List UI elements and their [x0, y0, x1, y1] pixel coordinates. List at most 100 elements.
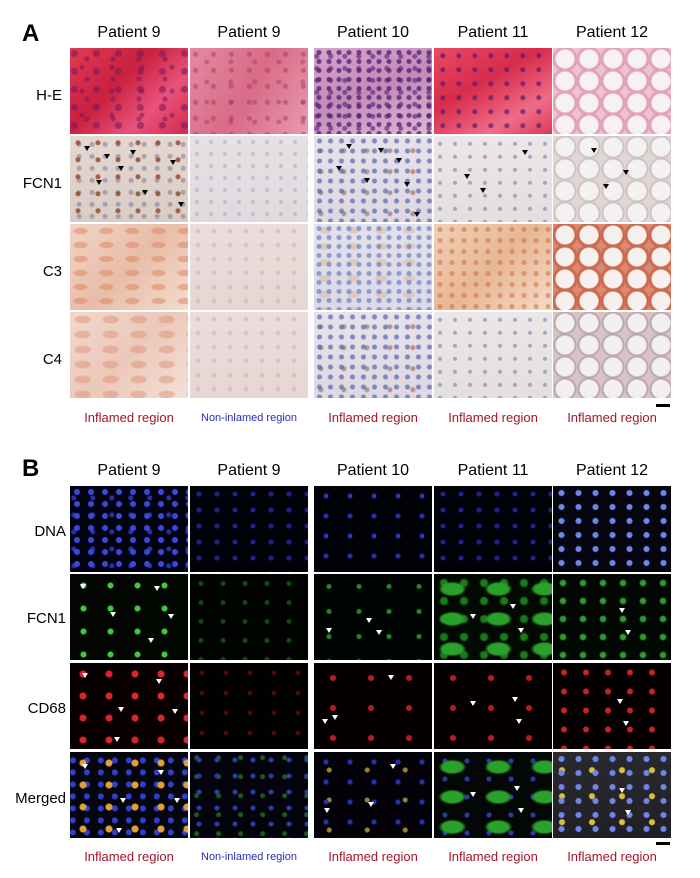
arrowhead-marker — [376, 630, 382, 635]
panel-b-letter: B — [22, 455, 40, 482]
panel-b-scale-bar — [656, 842, 670, 845]
micrograph-fcn1-patient9-inflamed — [70, 136, 188, 222]
fluorescence-cd68-patient9-noninflamed — [190, 663, 308, 749]
panel-b-col-5: Patient 12 — [575, 462, 649, 479]
fluorescence-cd68-patient11 — [434, 663, 552, 749]
panel-a-region-4: Inflamed region — [448, 410, 538, 425]
micrograph-he-patient9-noninflamed — [190, 48, 308, 134]
arrowhead-marker — [104, 154, 110, 159]
micrograph-fcn1-patient9-noninflamed — [190, 136, 308, 222]
micrograph-c3-patient11 — [434, 224, 552, 310]
micrograph-c3-patient9-inflamed — [70, 224, 188, 310]
arrowhead-marker — [110, 612, 116, 617]
arrowhead-marker — [326, 628, 332, 633]
arrowhead-marker — [396, 158, 402, 163]
micrograph-c4-patient9-noninflamed — [190, 312, 308, 398]
arrowhead-marker — [118, 707, 124, 712]
micrograph-he-patient12 — [553, 48, 671, 134]
panel-b-col-3: Patient 10 — [336, 462, 410, 479]
fluorescence-merged-patient12 — [553, 752, 671, 838]
arrowhead-marker — [130, 150, 136, 155]
panel-b-region-3: Inflamed region — [328, 849, 418, 864]
panel-a-col-2: Patient 9 — [217, 24, 281, 41]
arrowhead-marker — [625, 810, 631, 815]
fluorescence-fcn1-patient9-inflamed — [70, 574, 188, 660]
arrowhead-marker — [324, 808, 330, 813]
fluorescence-fcn1-patient10 — [314, 574, 432, 660]
panel-b-row-dna: DNA — [34, 523, 66, 540]
arrowhead-marker — [114, 737, 120, 742]
panel-b-row-merged: Merged — [15, 790, 66, 807]
arrowhead-marker — [623, 721, 629, 726]
fluorescence-merged-patient11 — [434, 752, 552, 838]
arrowhead-marker — [388, 675, 394, 680]
arrowhead-marker — [120, 798, 126, 803]
arrowhead-marker — [80, 584, 86, 589]
micrograph-c4-patient9-inflamed — [70, 312, 188, 398]
panel-a-region-5: Inflamed region — [567, 410, 657, 425]
micrograph-c3-patient9-noninflamed — [190, 224, 308, 310]
fluorescence-dna-patient10 — [314, 486, 432, 572]
arrowhead-marker — [378, 148, 384, 153]
panel-a-scale-bar — [656, 404, 670, 407]
panel-a-region-2: Non-inlamed region — [201, 412, 297, 424]
panel-a-region-3: Inflamed region — [328, 410, 418, 425]
arrowhead-marker — [512, 697, 518, 702]
fluorescence-merged-patient10 — [314, 752, 432, 838]
arrowhead-marker — [390, 764, 396, 769]
fluorescence-fcn1-patient12 — [553, 574, 671, 660]
arrowhead-marker — [364, 178, 370, 183]
arrowhead-marker — [174, 798, 180, 803]
arrowhead-marker — [168, 614, 174, 619]
panel-a-col-5: Patient 12 — [575, 24, 649, 41]
arrowhead-marker — [404, 182, 410, 187]
arrowhead-marker — [480, 188, 486, 193]
micrograph-he-patient10 — [314, 48, 432, 134]
arrowhead-marker — [518, 628, 524, 633]
fluorescence-dna-patient9-inflamed — [70, 486, 188, 572]
micrograph-c4-patient10 — [314, 312, 432, 398]
panel-a-row-he: H-E — [36, 87, 62, 104]
arrowhead-marker — [116, 828, 122, 833]
arrowhead-marker — [619, 788, 625, 793]
micrograph-fcn1-patient10 — [314, 136, 432, 222]
panel-a-row-fcn1: FCN1 — [22, 175, 62, 192]
arrowhead-marker — [617, 699, 623, 704]
arrowhead-marker — [178, 202, 184, 207]
arrowhead-marker — [148, 638, 154, 643]
panel-b-row-cd68: CD68 — [27, 700, 66, 717]
arrowhead-marker — [346, 144, 352, 149]
arrowhead-marker — [82, 673, 88, 678]
fluorescence-merged-patient9-inflamed — [70, 752, 188, 838]
panel-b-region-2: Non-inlamed region — [201, 851, 297, 863]
micrograph-c4-patient11 — [434, 312, 552, 398]
panel-b-region-4: Inflamed region — [448, 849, 538, 864]
fluorescence-cd68-patient10 — [314, 663, 432, 749]
panel-a-col-4: Patient 11 — [457, 24, 529, 41]
arrowhead-marker — [366, 618, 372, 623]
fluorescence-dna-patient11 — [434, 486, 552, 572]
arrowhead-marker — [158, 770, 164, 775]
arrowhead-marker — [470, 614, 476, 619]
arrowhead-marker — [619, 608, 625, 613]
arrowhead-marker — [84, 146, 90, 151]
fluorescence-merged-patient9-noninflamed — [190, 752, 308, 838]
arrowhead-marker — [516, 719, 522, 724]
arrowhead-marker — [514, 786, 520, 791]
micrograph-fcn1-patient11 — [434, 136, 552, 222]
arrowhead-marker — [591, 148, 597, 153]
arrowhead-marker — [470, 792, 476, 797]
arrowhead-marker — [172, 709, 178, 714]
micrograph-fcn1-patient12 — [553, 136, 671, 222]
panel-b-region-1: Inflamed region — [84, 849, 174, 864]
arrowhead-marker — [625, 630, 631, 635]
arrowhead-marker — [518, 808, 524, 813]
panel-a-col-1: Patient 9 — [97, 24, 161, 41]
arrowhead-marker — [522, 150, 528, 155]
arrowhead-marker — [414, 212, 420, 217]
panel-a-col-3: Patient 10 — [336, 24, 410, 41]
arrowhead-marker — [96, 180, 102, 185]
arrowhead-marker — [142, 190, 148, 195]
arrowhead-marker — [336, 166, 342, 171]
arrowhead-marker — [82, 764, 88, 769]
